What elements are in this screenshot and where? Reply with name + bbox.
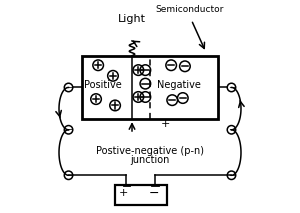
Text: +: +: [161, 119, 171, 130]
Text: −: −: [65, 83, 72, 92]
Text: Semiconductor: Semiconductor: [155, 6, 223, 14]
Text: +: +: [119, 188, 128, 198]
Text: junction: junction: [130, 155, 170, 166]
Bar: [115, 185, 167, 205]
Text: Postive-negative (p-n): Postive-negative (p-n): [96, 146, 204, 156]
Text: Positive: Positive: [83, 80, 121, 90]
Text: Light: Light: [118, 14, 146, 24]
Text: −: −: [228, 83, 235, 92]
Bar: [82, 56, 218, 119]
Text: Negative: Negative: [157, 80, 201, 90]
Text: −: −: [228, 171, 235, 180]
Text: −: −: [65, 125, 72, 134]
Text: −: −: [149, 187, 160, 200]
Text: −: −: [65, 171, 72, 180]
Text: −: −: [228, 125, 235, 134]
